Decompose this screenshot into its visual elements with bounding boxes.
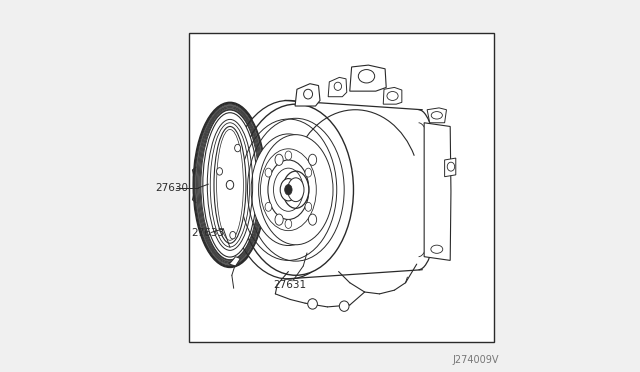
Polygon shape: [328, 77, 347, 97]
Ellipse shape: [251, 134, 326, 246]
Ellipse shape: [287, 178, 304, 202]
Ellipse shape: [235, 144, 241, 152]
Text: 27633: 27633: [191, 228, 225, 237]
Ellipse shape: [265, 168, 272, 177]
Polygon shape: [445, 158, 456, 177]
Ellipse shape: [230, 231, 236, 239]
Polygon shape: [229, 257, 241, 266]
Bar: [189, 33, 494, 342]
Ellipse shape: [268, 160, 309, 219]
Ellipse shape: [305, 202, 312, 211]
Text: 27631: 27631: [273, 280, 307, 289]
Ellipse shape: [303, 89, 312, 99]
Ellipse shape: [305, 168, 312, 177]
Ellipse shape: [339, 301, 349, 311]
Ellipse shape: [334, 82, 342, 90]
Polygon shape: [349, 65, 386, 91]
Ellipse shape: [431, 245, 443, 253]
Text: J274009V: J274009V: [452, 355, 499, 365]
Text: 27630: 27630: [156, 183, 189, 193]
Ellipse shape: [203, 113, 257, 257]
Ellipse shape: [358, 70, 374, 83]
Ellipse shape: [285, 185, 292, 195]
Ellipse shape: [259, 135, 333, 245]
Ellipse shape: [308, 214, 317, 225]
Polygon shape: [295, 84, 320, 106]
Polygon shape: [227, 100, 443, 279]
Ellipse shape: [447, 162, 454, 171]
Ellipse shape: [238, 104, 353, 275]
Ellipse shape: [308, 299, 317, 309]
Ellipse shape: [283, 171, 309, 208]
Ellipse shape: [275, 154, 283, 166]
Ellipse shape: [285, 151, 292, 160]
Ellipse shape: [308, 154, 317, 166]
Ellipse shape: [280, 179, 296, 201]
Ellipse shape: [229, 100, 348, 279]
Ellipse shape: [265, 202, 272, 211]
Ellipse shape: [227, 180, 234, 189]
Ellipse shape: [275, 214, 283, 225]
Ellipse shape: [193, 102, 267, 267]
Ellipse shape: [214, 126, 246, 243]
Ellipse shape: [387, 92, 398, 100]
Polygon shape: [427, 108, 447, 123]
Polygon shape: [383, 87, 402, 104]
Polygon shape: [424, 123, 451, 260]
Ellipse shape: [216, 168, 223, 175]
Ellipse shape: [431, 112, 442, 119]
Ellipse shape: [285, 219, 292, 228]
